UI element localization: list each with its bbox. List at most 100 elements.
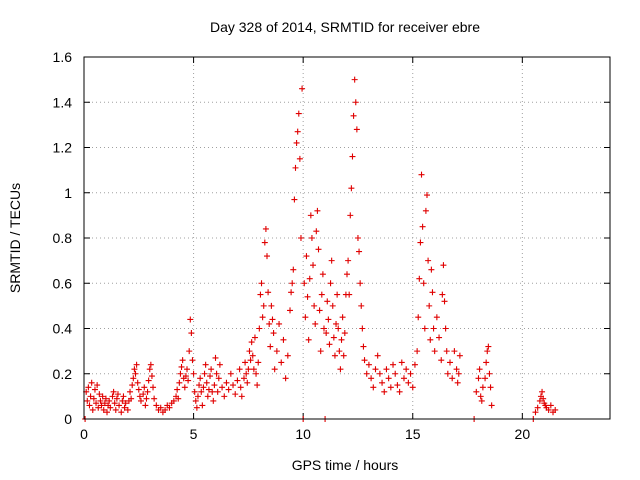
data-point [144, 388, 151, 395]
x-tick-label: 10 [295, 426, 311, 442]
data-point [127, 388, 134, 395]
data-point [88, 379, 95, 386]
data-point [178, 363, 185, 370]
data-point [198, 388, 205, 395]
data-point [330, 334, 337, 341]
data-point [128, 395, 135, 402]
data-point [84, 397, 91, 404]
data-point [132, 370, 139, 377]
data-point [288, 289, 295, 296]
data-point [477, 393, 484, 400]
data-point [302, 314, 309, 321]
data-point [120, 393, 127, 400]
data-point [157, 404, 164, 411]
data-point [488, 402, 495, 409]
data-point [338, 336, 345, 343]
data-point [287, 307, 294, 314]
data-point [116, 402, 123, 409]
data-point [174, 386, 181, 393]
data-point [308, 235, 315, 241]
y-tick-label: 1.4 [53, 94, 73, 110]
data-point [314, 207, 321, 214]
data-point [315, 246, 322, 253]
data-point [244, 379, 251, 386]
data-point [442, 325, 449, 332]
data-point [124, 406, 131, 413]
data-point [177, 370, 184, 377]
data-point [353, 126, 360, 133]
data-point [381, 388, 388, 395]
data-point [246, 348, 253, 355]
data-point [236, 366, 243, 373]
data-point [250, 366, 257, 373]
data-point [269, 316, 276, 323]
data-point [265, 289, 272, 296]
data-point [303, 253, 310, 260]
data-point [453, 366, 460, 373]
data-point [95, 404, 102, 411]
data-point [207, 373, 214, 380]
data-point [271, 366, 278, 373]
data-point [188, 330, 195, 337]
data-point [476, 366, 483, 373]
data-point [429, 289, 436, 296]
data-point [313, 228, 320, 235]
data-point [150, 384, 157, 391]
data-point [392, 370, 399, 377]
data-point [109, 393, 116, 400]
data-point [482, 375, 489, 382]
x-tick-label: 5 [190, 426, 198, 442]
data-point [323, 330, 330, 337]
data-point [256, 325, 263, 332]
data-point [359, 325, 366, 332]
data-point [259, 314, 266, 321]
data-point [368, 375, 375, 382]
data-point [190, 370, 197, 377]
data-point [153, 402, 160, 409]
data-point [385, 375, 392, 382]
data-point [320, 325, 327, 332]
data-point [112, 406, 119, 413]
data-point [339, 314, 346, 321]
data-point [539, 388, 546, 395]
data-point [405, 379, 412, 386]
data-point [356, 248, 363, 255]
data-point [179, 357, 186, 364]
data-point [534, 404, 541, 411]
data-point [170, 397, 177, 404]
data-point [301, 280, 308, 287]
data-point [295, 110, 302, 117]
data-point [85, 384, 92, 391]
grid-layer [84, 57, 610, 419]
data-point [425, 257, 432, 264]
data-point [234, 377, 241, 384]
data-point [350, 112, 357, 119]
data-point [421, 325, 428, 332]
data-point [225, 386, 232, 393]
data-point [336, 348, 343, 355]
data-point [104, 409, 111, 416]
y-tick-label: 0.6 [53, 275, 73, 291]
data-point [262, 225, 269, 232]
data-point [191, 388, 198, 395]
data-point [184, 366, 191, 373]
data-point [110, 388, 117, 395]
data-point [307, 212, 314, 219]
data-point [249, 352, 256, 359]
data-point [232, 391, 239, 398]
data-point [449, 375, 456, 382]
y-axis-label: SRMTID / TECUs [7, 183, 23, 293]
data-point [351, 76, 358, 83]
data-point [210, 397, 217, 404]
data-point [329, 302, 336, 309]
data-point [291, 196, 298, 203]
data-point [284, 352, 291, 359]
data-point [293, 139, 300, 146]
data-point [396, 388, 403, 395]
plot-frame [83, 56, 611, 420]
data-point [86, 402, 93, 409]
data-point [130, 375, 137, 382]
data-point [227, 370, 234, 377]
data-point [552, 406, 559, 413]
data-point [333, 320, 340, 327]
